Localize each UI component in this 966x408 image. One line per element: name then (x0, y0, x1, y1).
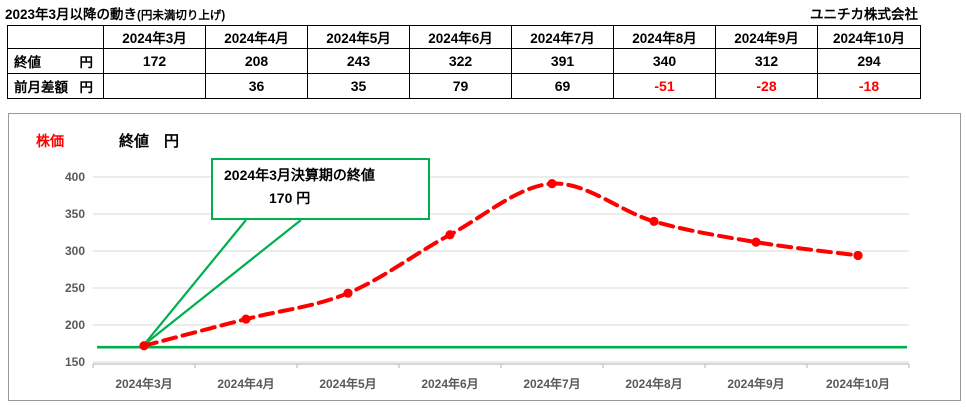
x-tick-label: 2024年3月 (115, 376, 172, 391)
table-value-cell: 391 (511, 48, 614, 74)
table-row: 終値 円 172 208 243 322 391 340 312 294 (7, 48, 921, 74)
x-tick-label: 2024年5月 (319, 376, 376, 391)
table-row: 前月差額円 36 35 79 69 -51 -28 -18 (7, 73, 921, 99)
data-point-marker (853, 250, 863, 261)
table-month-header: 2024年6月 (409, 25, 512, 49)
callout-pointer-line (143, 219, 302, 346)
table-month-header: 2024年8月 (613, 25, 716, 49)
callout-pointer-line (143, 219, 247, 346)
table-value-cell: 312 (715, 48, 818, 74)
row-unit: 円 (79, 55, 94, 70)
annotation-line2: 170 円 (269, 190, 311, 206)
table-value-cell: 294 (817, 48, 921, 74)
x-tick-label: 2024年7月 (523, 376, 580, 391)
x-tick-label: 2024年10月 (826, 376, 890, 391)
table-value-cell: 35 (307, 73, 410, 99)
table-month-header: 2024年7月 (511, 25, 614, 49)
monthly-price-table: 2024年3月 2024年4月 2024年5月 2024年6月 2024年7月 2024年… (7, 25, 921, 99)
table-value-cell: 172 (103, 48, 206, 74)
table-value-cell: 322 (409, 48, 512, 74)
annotation-line1: 2024年3月決算期の終値 (224, 167, 375, 183)
series-caption: 終値 円 (119, 133, 180, 150)
row-label-cell: 前月差額円 (7, 73, 104, 99)
row-label: 前月差額 (14, 80, 68, 95)
data-point-marker (343, 288, 353, 298)
x-tick-label: 2024年9月 (727, 376, 784, 391)
y-tick-label: 400 (65, 170, 85, 184)
table-value-cell: 243 (307, 48, 410, 74)
y-tick-label: 250 (65, 281, 85, 295)
y-axis-caption: 株価 (36, 133, 64, 149)
row-label-cell: 終値 円 (7, 48, 104, 74)
data-point-marker (241, 314, 251, 324)
table-month-header: 2024年10月 (817, 25, 921, 49)
table-value-cell: 36 (205, 73, 308, 99)
table-month-header: 2024年3月 (103, 25, 206, 49)
y-tick-label: 200 (65, 318, 85, 332)
table-month-header: 2024年5月 (307, 25, 410, 49)
table-value-cell: 208 (205, 48, 308, 74)
page-title-main: 2023年3月以降の動き (5, 7, 138, 22)
data-point-marker (547, 179, 557, 189)
annotation-callout: 2024年3月決算期の終値 170 円 (211, 158, 430, 220)
x-tick-label: 2024年4月 (217, 376, 274, 391)
table-value-cell: -18 (817, 73, 921, 99)
table-month-header: 2024年9月 (715, 25, 818, 49)
table-value-cell: 79 (409, 73, 512, 99)
table-value-cell (103, 73, 206, 99)
stock-price-chart: 150 200 250 300 350 400 2024年3月 2024年4月 2024年5月 2… (65, 170, 910, 391)
data-point-marker (139, 341, 149, 351)
page-title-note: (円未満切り上げ) (137, 10, 226, 22)
table-month-header: 2024年4月 (205, 25, 308, 49)
price-series-line (142, 181, 860, 348)
y-tick-label: 300 (65, 244, 85, 258)
table-value-cell: -51 (613, 73, 716, 99)
x-tick-label: 2024年8月 (625, 376, 682, 391)
x-tick-label: 2024年6月 (421, 376, 478, 391)
company-name: ユニチカ株式会社 (810, 7, 918, 22)
table-header-row: 2024年3月 2024年4月 2024年5月 2024年6月 2024年7月 2024年… (7, 25, 921, 49)
row-unit: 円 (79, 80, 94, 95)
page-title: 2023年3月以降の動き(円未満切り上げ) (5, 3, 225, 23)
data-point-marker (751, 237, 761, 247)
table-value-cell: 69 (511, 73, 614, 99)
table-corner-cell (7, 25, 104, 49)
data-point-marker (445, 230, 455, 240)
stock-chart-panel: 150 200 250 300 350 400 2024年3月 2024年4月 2024年5月 2… (8, 113, 961, 401)
y-tick-label: 150 (65, 355, 85, 369)
row-label: 終値 (14, 55, 41, 70)
table-value-cell: 340 (613, 48, 716, 74)
table-value-cell: -28 (715, 73, 818, 99)
data-point-marker (649, 216, 659, 226)
y-tick-label: 350 (65, 207, 85, 221)
